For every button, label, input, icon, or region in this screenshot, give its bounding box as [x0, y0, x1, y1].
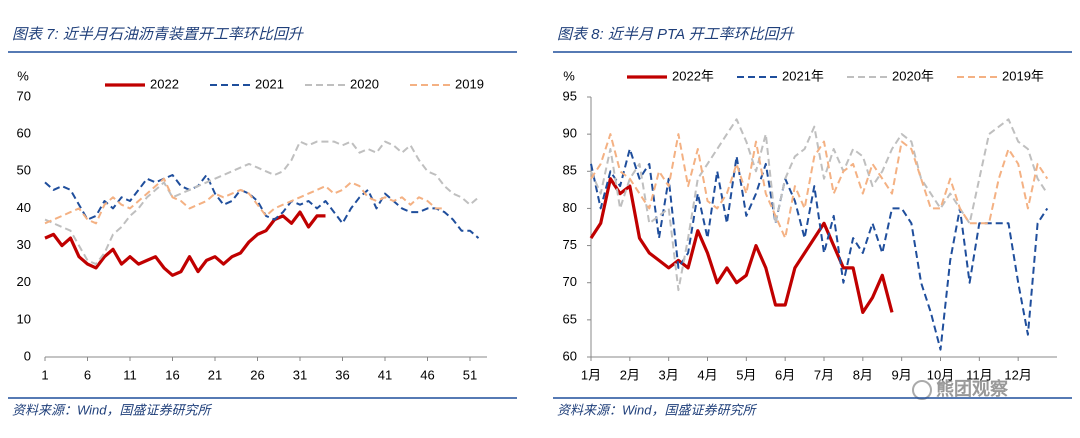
- legend-label: 2021: [255, 76, 284, 91]
- x-tick-label: 12月: [1004, 367, 1031, 382]
- x-tick-label: 16: [165, 367, 179, 382]
- x-tick-label: 11月: [966, 367, 993, 382]
- x-tick-label: 21: [208, 367, 222, 382]
- legend-label: 2019年: [1002, 68, 1044, 83]
- source: 资料来源：Wind，国盛证券研究所: [12, 402, 213, 417]
- x-tick-label: 46: [420, 367, 434, 382]
- x-tick-label: 6: [84, 367, 91, 382]
- chart-title: 图表 8: 近半月 PTA 开工率环比回升: [557, 26, 795, 43]
- watermark: 熊团观察: [912, 378, 1009, 400]
- y-tick-label: 90: [563, 126, 577, 141]
- series-line: [590, 133, 1049, 240]
- source: 资料来源：Wind，国盛证券研究所: [557, 402, 758, 417]
- y-unit: %: [563, 68, 575, 83]
- series-line: [44, 177, 445, 225]
- legend-label: 2020年: [892, 68, 934, 83]
- x-tick-label: 11: [123, 367, 137, 382]
- x-tick-label: 9月: [892, 367, 912, 382]
- legend-label: 2022年: [672, 68, 714, 83]
- series-line: [44, 210, 326, 277]
- series-line: [44, 174, 480, 239]
- x-tick-label: 5月: [736, 367, 756, 382]
- y-tick-label: 0: [24, 348, 31, 363]
- y-tick-label: 65: [563, 311, 577, 326]
- watermark-text: 熊团观察: [936, 378, 1009, 399]
- chart-title: 图表 7: 近半月石油沥青装置开工率环比回升: [12, 26, 304, 43]
- y-tick-label: 30: [17, 237, 31, 252]
- y-tick-label: 20: [17, 274, 31, 289]
- legend-label: 2021年: [782, 68, 824, 83]
- series-line: [589, 177, 894, 314]
- y-tick-label: 70: [17, 88, 31, 103]
- x-tick-label: 36: [335, 367, 349, 382]
- x-tick-label: 7月: [814, 367, 834, 382]
- y-tick-label: 70: [563, 274, 577, 289]
- y-tick-label: 75: [563, 237, 577, 252]
- x-tick-label: 8月: [853, 367, 873, 382]
- y-tick-label: 95: [563, 88, 577, 103]
- y-tick-label: 50: [17, 163, 31, 178]
- x-tick-label: 31: [293, 367, 307, 382]
- legend-label: 2022: [150, 76, 179, 91]
- x-tick-label: 41: [378, 367, 392, 382]
- x-tick-label: 6月: [775, 367, 795, 382]
- series-line: [590, 148, 1049, 351]
- x-tick-label: 1月: [581, 367, 601, 382]
- y-tick-label: 80: [563, 200, 577, 215]
- x-tick-label: 10月: [927, 367, 954, 382]
- x-tick-label: 1: [41, 367, 48, 382]
- x-tick-label: 4月: [697, 367, 717, 382]
- y-tick-label: 60: [563, 348, 577, 363]
- legend-label: 2019: [455, 76, 484, 91]
- x-tick-label: 2月: [620, 367, 640, 382]
- series-line: [44, 140, 480, 266]
- legend-label: 2020: [350, 76, 379, 91]
- y-unit: %: [17, 68, 29, 83]
- x-tick-label: 3月: [659, 367, 679, 382]
- y-tick-label: 10: [17, 311, 31, 326]
- y-tick-label: 60: [17, 126, 31, 141]
- y-tick-label: 85: [563, 163, 577, 178]
- x-tick-label: 51: [463, 367, 477, 382]
- watermark-icon: [912, 380, 932, 400]
- x-tick-label: 26: [250, 367, 264, 382]
- y-tick-label: 40: [17, 200, 31, 215]
- series-line: [590, 118, 1049, 292]
